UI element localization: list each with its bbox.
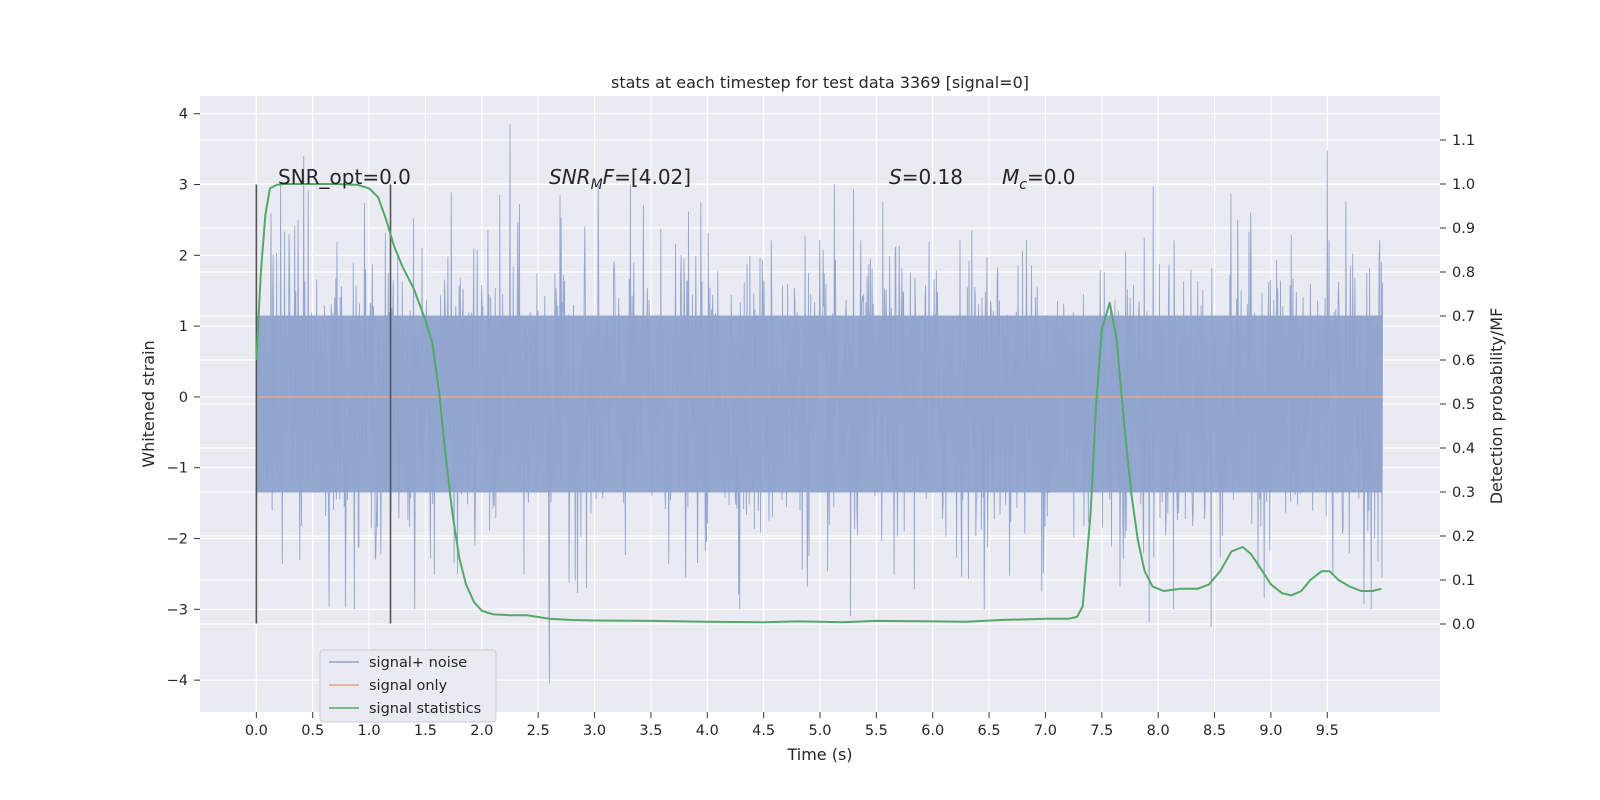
- left-y-axis-ticks: −4 −3 −2 −1 0 1 2 3 4: [167, 107, 200, 689]
- snr-mf-subscript: M: [591, 177, 603, 193]
- legend-label-signal-only: signal only: [369, 678, 448, 694]
- s-value: =0.18: [902, 165, 963, 189]
- yl-tick-label-4: 0: [179, 390, 188, 406]
- x-tick-label-17: 8.5: [1203, 723, 1226, 739]
- x-axis-label: Time (s): [786, 745, 852, 764]
- mc-value: =0.0: [1027, 165, 1076, 189]
- mc-subscript: c: [1019, 177, 1027, 193]
- signal-noise-line: [255, 124, 1383, 684]
- x-tick-label-4: 2.0: [470, 723, 493, 739]
- yl-tick-label-5: 1: [179, 319, 188, 335]
- x-tick-label-2: 1.0: [358, 723, 381, 739]
- annotation-snr-mf: SNRMF=[4.02]: [549, 165, 691, 193]
- signal-statistics-line: [255, 183, 1382, 624]
- yr-tick-label-7: 0.7: [1452, 309, 1475, 325]
- x-tick-label-0: 0.0: [245, 723, 268, 739]
- mc-prefix: M: [1002, 165, 1019, 189]
- chart-title: stats at each timestep for test data 336…: [611, 73, 1029, 92]
- x-tick-label-16: 8.0: [1147, 723, 1170, 739]
- yr-tick-label-6: 0.6: [1452, 353, 1475, 369]
- yl-tick-label-8: 4: [179, 107, 188, 123]
- x-tick-label-15: 7.5: [1090, 723, 1113, 739]
- x-tick-label-18: 9.0: [1259, 723, 1282, 739]
- yr-tick-label-11: 1.1: [1452, 133, 1475, 149]
- x-tick-label-8: 4.0: [696, 723, 719, 739]
- x-tick-label-14: 7.0: [1034, 723, 1057, 739]
- x-tick-label-3: 1.5: [414, 723, 437, 739]
- x-tick-label-12: 6.0: [921, 723, 944, 739]
- annotation-snr-opt: SNR_opt=0.0: [278, 165, 411, 189]
- annotation-mc: Mc=0.0: [1002, 165, 1076, 193]
- x-tick-label-10: 5.0: [808, 723, 831, 739]
- yl-tick-label-3: −1: [167, 461, 188, 477]
- x-tick-label-19: 9.5: [1316, 723, 1339, 739]
- vertical-markers: [255, 184, 392, 624]
- yr-tick-label-9: 0.9: [1452, 221, 1475, 237]
- snr-mf-mid: F: [603, 165, 615, 189]
- x-tick-label-1: 0.5: [301, 723, 324, 739]
- right-y-axis-ticks: 0.0 0.1 0.2 0.3 0.4 0.5 0.6 0.7 0.8 0.9 1.0 1.1: [1440, 133, 1475, 633]
- yr-tick-label-10: 1.0: [1452, 177, 1475, 193]
- x-tick-label-13: 6.5: [978, 723, 1001, 739]
- snr-mf-prefix: SNR: [549, 165, 591, 189]
- yr-tick-label-3: 0.3: [1452, 485, 1475, 501]
- x-tick-label-6: 3.0: [583, 723, 606, 739]
- yr-tick-label-2: 0.2: [1452, 529, 1475, 545]
- legend-label-signal-statistics: signal statistics: [369, 701, 481, 717]
- x-tick-label-9: 4.5: [752, 723, 775, 739]
- yl-tick-label-1: −3: [167, 602, 188, 618]
- x-tick-label-7: 3.5: [639, 723, 662, 739]
- yl-tick-label-7: 3: [179, 178, 188, 194]
- yr-tick-label-1: 0.1: [1452, 573, 1475, 589]
- yr-tick-label-5: 0.5: [1452, 397, 1475, 413]
- x-tick-label-5: 2.5: [527, 723, 550, 739]
- legend: signal+ noise signal only signal statist…: [319, 649, 497, 723]
- x-tick-label-11: 5.5: [865, 723, 888, 739]
- legend-box: [319, 649, 497, 723]
- yr-tick-label-4: 0.4: [1452, 441, 1475, 457]
- left-y-axis-label: Whitened strain: [139, 340, 158, 467]
- signal-statistics-series: [255, 183, 1382, 624]
- legend-label-signal-noise: signal+ noise: [369, 655, 467, 671]
- s-prefix: S: [889, 165, 902, 189]
- yr-tick-label-0: 0.0: [1452, 617, 1475, 633]
- yl-tick-label-6: 2: [179, 248, 188, 264]
- signal-noise-series: [255, 124, 1383, 684]
- snr-mf-value: =[4.02]: [614, 165, 691, 189]
- yl-tick-label-0: −4: [167, 673, 188, 689]
- annotation-s: S=0.18: [889, 165, 963, 189]
- yr-tick-label-8: 0.8: [1452, 265, 1475, 281]
- right-y-axis-label: Detection probability/MF: [1487, 308, 1506, 505]
- yl-tick-label-2: −2: [167, 532, 188, 548]
- x-axis-ticks: 0.0 0.5 1.0 1.5 2.0 2.5 3.0 3.5 4.0 4.5 5.0 5.5 6.0 6…: [245, 712, 1339, 739]
